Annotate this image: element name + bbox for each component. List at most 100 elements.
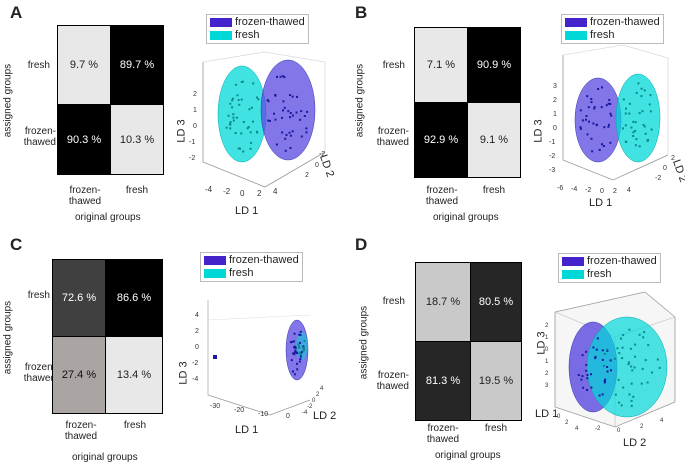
data-point (622, 386, 625, 389)
data-point (256, 131, 259, 134)
data-point (598, 394, 601, 397)
data-point (630, 126, 633, 129)
data-point (293, 345, 296, 348)
data-point (630, 399, 633, 402)
svg-text:0: 0 (193, 123, 197, 130)
row-label-fresh: fresh (382, 60, 405, 71)
data-point (640, 95, 643, 98)
cell: 92.9 % (414, 102, 468, 178)
svg-text:-2: -2 (189, 155, 195, 162)
svg-text:-2: -2 (223, 187, 231, 196)
data-point (231, 99, 234, 102)
legend-label: frozen-thawed (590, 16, 660, 28)
data-point (640, 382, 643, 385)
data-point (590, 386, 593, 389)
svg-text:0: 0 (557, 414, 561, 420)
data-point (592, 122, 595, 125)
data-point (586, 377, 589, 380)
col-label-fresh: fresh (484, 423, 508, 434)
data-point (622, 127, 624, 130)
data-point (266, 99, 269, 102)
legend: frozen-thawed fresh (558, 253, 661, 283)
svg-text:1: 1 (545, 335, 549, 341)
col-label-frozen: frozen-thawed (64, 420, 98, 442)
svg-text:1: 1 (553, 111, 557, 118)
data-point (229, 127, 232, 130)
data-point (600, 106, 603, 109)
data-point (289, 112, 292, 114)
data-point (305, 127, 308, 130)
data-point (630, 382, 633, 385)
cell: 81.3 % (415, 341, 471, 421)
data-point (236, 94, 239, 97)
data-point (625, 141, 628, 143)
data-point (298, 346, 301, 349)
data-point (241, 80, 244, 83)
legend-swatch (562, 256, 584, 266)
ld3-label: LD 3 (175, 119, 188, 143)
data-point (597, 88, 600, 90)
data-point (235, 116, 238, 119)
cell: 9.1 % (467, 102, 521, 178)
data-point (257, 98, 260, 101)
data-point (285, 134, 288, 136)
svg-text:4: 4 (320, 386, 324, 392)
legend-swatch (210, 17, 232, 27)
data-point (621, 346, 624, 349)
svg-text:2: 2 (565, 420, 569, 426)
data-point (581, 119, 584, 122)
data-point (296, 95, 298, 98)
panel-b: B assigned groups fresh frozen-thawed 7.… (345, 0, 685, 230)
points (577, 328, 661, 407)
ellipse-fresh (217, 65, 267, 163)
svg-text:4: 4 (195, 312, 199, 319)
data-point (621, 357, 624, 360)
data-point (609, 141, 612, 144)
data-point (635, 91, 638, 94)
data-point (606, 348, 609, 351)
data-point (586, 389, 588, 391)
legend-swatch (562, 269, 584, 279)
data-point (592, 346, 595, 349)
data-point (289, 147, 292, 149)
svg-text:-4: -4 (205, 185, 213, 194)
ld2-label: LD 2 (313, 410, 337, 422)
data-point (279, 75, 282, 78)
data-point (256, 96, 258, 99)
data-point (582, 386, 585, 389)
legend-swatch (210, 30, 232, 40)
data-point (656, 358, 659, 361)
data-point (300, 110, 303, 113)
svg-text:4: 4 (627, 187, 631, 194)
data-point (273, 112, 275, 115)
data-point (237, 147, 240, 150)
data-point (303, 115, 306, 117)
data-point (613, 357, 616, 360)
data-point (630, 404, 633, 407)
data-point (238, 103, 241, 106)
cell: 9.7 % (57, 25, 111, 105)
data-point (293, 373, 296, 376)
points (289, 330, 306, 376)
data-point (646, 381, 649, 384)
data-point (638, 333, 641, 336)
data-point (300, 351, 303, 353)
data-point (290, 359, 293, 362)
data-point (628, 328, 631, 331)
data-point (239, 147, 241, 150)
legend-label: frozen-thawed (587, 255, 657, 267)
data-point (289, 341, 292, 344)
data-point (225, 126, 228, 129)
panel-label: D (355, 235, 368, 254)
data-point (618, 401, 621, 404)
data-point (296, 362, 298, 365)
data-point (298, 360, 301, 363)
data-point (590, 98, 593, 100)
data-point (593, 107, 596, 110)
svg-text:0: 0 (553, 125, 557, 132)
data-point (609, 103, 612, 105)
svg-text:-1: -1 (549, 139, 555, 146)
svg-text:0: 0 (663, 165, 667, 172)
data-point (291, 340, 294, 343)
data-point (283, 76, 286, 79)
